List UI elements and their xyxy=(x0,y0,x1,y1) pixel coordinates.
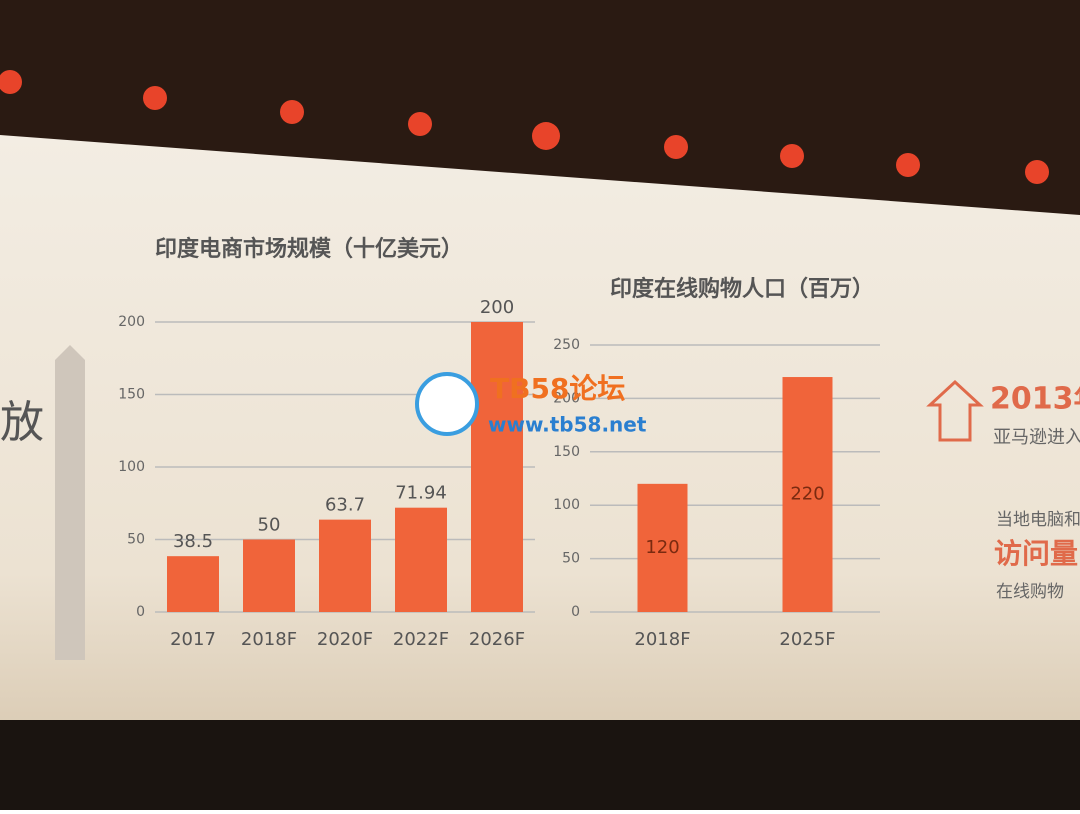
stage-lights xyxy=(0,70,1049,184)
side-text: 访问量 xyxy=(994,537,1078,570)
value-label: 200 xyxy=(480,297,514,318)
value-label: 50 xyxy=(258,515,281,536)
y-tick-label: 250 xyxy=(553,337,580,353)
side-text: 在线购物 xyxy=(996,582,1064,602)
side-text: 亚马逊进入 xyxy=(993,427,1080,448)
bar xyxy=(471,322,523,612)
watermark-url: www.tb58.net xyxy=(488,413,647,437)
y-tick-label: 50 xyxy=(127,532,145,548)
x-tick-label: 2022F xyxy=(393,629,449,650)
value-label: 63.7 xyxy=(325,495,365,516)
x-tick-label: 2025F xyxy=(779,629,835,650)
chart-title: 印度在线购物人口（百万） xyxy=(610,276,874,302)
y-tick-label: 0 xyxy=(136,604,145,620)
bar xyxy=(395,507,447,612)
side-text: 当地电脑和 xyxy=(996,510,1080,530)
x-tick-label: 2026F xyxy=(469,629,525,650)
logo xyxy=(415,372,479,436)
x-tick-label: 2018F xyxy=(634,629,690,650)
side-text: 2013年 xyxy=(990,382,1080,417)
value-label: 220 xyxy=(790,484,824,505)
chart-title: 印度电商市场规模（十亿美元） xyxy=(155,236,463,262)
side-text: 放 xyxy=(0,397,44,448)
bar xyxy=(782,377,833,612)
y-tick-label: 200 xyxy=(118,314,145,330)
value-label: 38.5 xyxy=(173,531,213,552)
watermark: TB58论坛 xyxy=(490,372,625,405)
y-tick-label: 100 xyxy=(553,497,580,513)
y-tick-label: 150 xyxy=(553,444,580,460)
screen xyxy=(0,135,1080,760)
x-tick-label: 2018F xyxy=(241,629,297,650)
up-icon xyxy=(926,379,984,442)
y-tick-label: 200 xyxy=(553,390,580,406)
value-label: 71.94 xyxy=(395,483,447,504)
minaret xyxy=(55,345,85,660)
bar xyxy=(637,483,688,612)
bar xyxy=(167,556,219,612)
y-tick-label: 100 xyxy=(118,459,145,475)
y-tick-label: 50 xyxy=(562,551,580,567)
x-tick-label: 2017 xyxy=(170,629,216,650)
audience xyxy=(0,720,1080,810)
bar xyxy=(319,519,371,612)
bar xyxy=(243,539,295,612)
y-tick-label: 150 xyxy=(118,387,145,403)
value-label: 120 xyxy=(645,537,679,558)
x-tick-label: 2020F xyxy=(317,629,373,650)
y-tick-label: 0 xyxy=(571,604,580,620)
